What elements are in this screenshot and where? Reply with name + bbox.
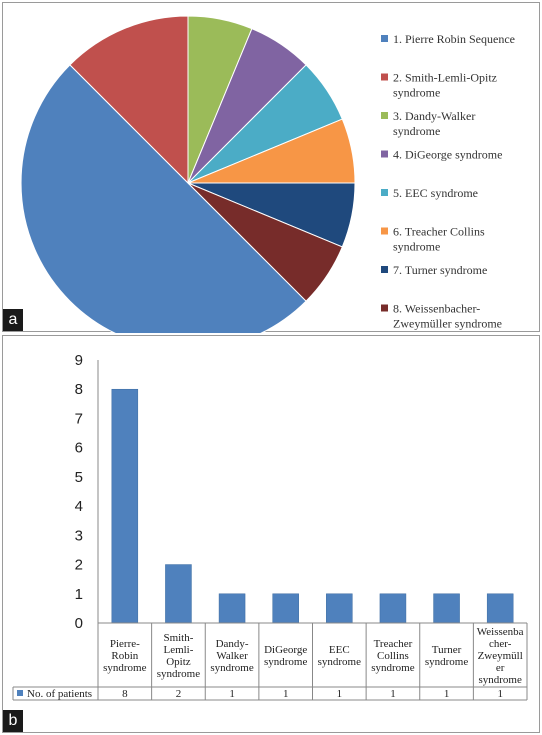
bar-8: [486, 593, 514, 624]
y-tick-label: 8: [75, 381, 83, 398]
category-label-line: Pierre-: [110, 638, 140, 650]
category-label-4: DiGeorge syndrome: [264, 644, 308, 668]
legend-swatch-4: [381, 150, 388, 158]
bar-4: [272, 593, 299, 624]
category-label-line: DiGeorge: [264, 644, 307, 656]
legend-swatch-1: [381, 35, 388, 42]
bar-3: [218, 593, 246, 624]
category-label-line: syndrome: [264, 656, 308, 668]
pie-slice-2: [69, 15, 189, 185]
legend-label-8: 8. Weissenbacher-Zweymüller syndrome: [393, 302, 502, 331]
table-value-3: 1: [229, 688, 235, 700]
bar-5: [326, 593, 353, 624]
bar-chart-panel: 0 1 2 3 4 5 6 7 8 9 Pierre-Robin syndrome Smith-Leml…: [2, 335, 540, 733]
category-label-line: syndrome: [103, 662, 147, 674]
legend-swatch-7: [381, 266, 388, 273]
category-label-line: Opitz: [166, 656, 191, 668]
category-label-line: syndrome: [210, 662, 254, 674]
table-value-6: 1: [390, 688, 396, 700]
category-label-7: Turner syndrome: [425, 644, 469, 668]
legend-swatch-6: [381, 227, 388, 235]
category-label-line: syndrome: [425, 656, 469, 668]
category-label-line: Lemli-: [163, 644, 193, 656]
legend-label-line: 5. EEC syndrome: [393, 186, 478, 200]
category-label-1: Pierre-Robin syndrome: [103, 638, 147, 674]
series-name: No. of patients: [27, 688, 92, 700]
table-value-8: 1: [497, 688, 503, 700]
legend-swatch-3: [381, 112, 388, 119]
legend-label-2: 2. Smith-Lemli-Opitz syndrome: [393, 71, 497, 100]
category-label-line: syndrome: [318, 656, 362, 668]
legend-label-4: 4. DiGeorge syndrome: [393, 148, 502, 162]
legend-label-3: 3. Dandy-Walker syndrome: [393, 109, 475, 138]
y-tick-label: 0: [75, 615, 83, 632]
category-label-line: er: [496, 662, 505, 674]
legend-label-line: Zweymüller syndrome: [393, 317, 502, 331]
legend-label-line: syndrome: [393, 240, 440, 254]
category-label-line: Zweymüll: [478, 650, 523, 662]
category-label-line: syndrome: [371, 662, 415, 674]
category-label-line: syndrome: [478, 674, 522, 686]
category-label-line: Treacher: [374, 638, 413, 650]
category-label-3: Dandy-Walker syndrome: [210, 638, 254, 674]
legend-label-line: 4. DiGeorge syndrome: [393, 148, 502, 162]
table-value-2: 2: [176, 688, 182, 700]
category-label-line: Walker: [216, 650, 248, 662]
category-label-line: cher-: [489, 638, 512, 650]
category-label-line: Weissenba: [477, 626, 524, 638]
legend-swatch-5: [381, 189, 388, 196]
legend-label-line: 1. Pierre Robin Sequence: [393, 32, 515, 46]
category-label-line: Smith-: [163, 632, 193, 644]
pie-chart-panel: 1. Pierre Robin Sequence 2. Smith-Lemli-O…: [2, 2, 540, 333]
legend-label-line: syndrome: [393, 86, 440, 100]
legend-label-line: 3. Dandy-Walker: [393, 109, 475, 123]
y-tick-label: 5: [75, 469, 83, 486]
legend-swatch-2: [381, 73, 388, 81]
pie-chart: 1. Pierre Robin Sequence 2. Smith-Lemli-O…: [20, 15, 515, 333]
table-value-1: 8: [122, 688, 128, 700]
category-label-line: Dandy-: [216, 638, 249, 650]
table-value-4: 1: [283, 688, 289, 700]
table-value-5: 1: [337, 688, 343, 700]
category-label-line: Collins: [377, 650, 409, 662]
category-label-6: Treacher Collins syndrome: [371, 638, 415, 674]
y-tick-label: 2: [75, 557, 83, 574]
category-label-line: Turner: [432, 644, 462, 656]
table-value-7: 1: [444, 688, 450, 700]
legend-label-5: 5. EEC syndrome: [393, 186, 478, 200]
y-tick-label: 3: [75, 527, 83, 544]
panel-label-a: a: [3, 309, 23, 331]
bar-2: [165, 564, 192, 624]
y-tick-label: 7: [75, 410, 83, 427]
legend-label-line: 6. Treacher Collins: [393, 225, 485, 239]
legend-label-line: 2. Smith-Lemli-Opitz: [393, 71, 497, 85]
bar-7: [433, 593, 460, 624]
legend-label-7: 7. Turner syndrome: [393, 263, 487, 277]
category-label-8: Weissenba cher-Zweymüll er syndrome: [477, 626, 524, 686]
pie-slice-8: [187, 182, 343, 302]
category-label-line: EEC: [329, 644, 350, 656]
series-legend-swatch: [17, 690, 23, 696]
panel-label-b: b: [3, 710, 23, 732]
legend-label-1: 1. Pierre Robin Sequence: [393, 32, 515, 46]
legend-swatch-8: [381, 304, 388, 312]
category-label-line: syndrome: [157, 668, 201, 680]
bar-1: [111, 388, 139, 624]
y-tick-label: 4: [75, 498, 83, 515]
legend-label-6: 6. Treacher Collins syndrome: [393, 225, 485, 254]
legend-label-line: syndrome: [393, 124, 440, 138]
pie-slice-1: [20, 64, 307, 333]
category-label-line: Robin: [111, 650, 138, 662]
y-tick-label: 6: [75, 440, 83, 457]
category-label-2: Smith-Lemli-Opitz syndrome: [157, 632, 201, 680]
legend-label-line: 8. Weissenbacher-: [393, 302, 480, 316]
legend-label-line: 7. Turner syndrome: [393, 263, 487, 277]
y-tick-label: 9: [75, 352, 83, 369]
bar-6: [379, 593, 407, 624]
category-label-5: EEC syndrome: [318, 644, 362, 668]
y-tick-label: 1: [75, 586, 83, 603]
